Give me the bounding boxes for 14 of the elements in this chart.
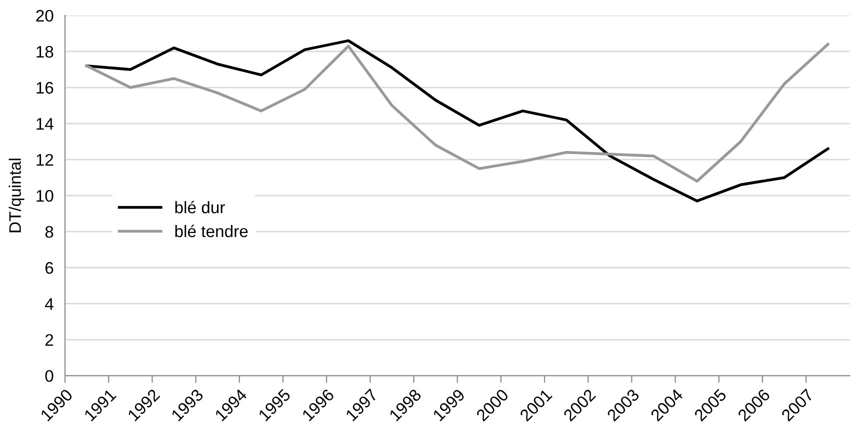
legend-label: blé dur <box>175 200 225 214</box>
y-tick-label: 20 <box>36 10 54 22</box>
y-axis-title: DT/quintal <box>8 158 24 232</box>
y-tick-label: 18 <box>36 46 54 58</box>
legend-label: blé tendre <box>175 224 248 238</box>
y-tick-label: 14 <box>36 118 54 130</box>
y-tick-label: 2 <box>45 334 54 346</box>
y-tick-label: 0 <box>45 370 54 382</box>
y-tick-label: 16 <box>36 82 54 94</box>
y-tick-label: 10 <box>36 190 54 202</box>
y-tick-label: 4 <box>45 298 54 310</box>
y-tick-label: 6 <box>45 262 54 274</box>
y-tick-label: 8 <box>45 226 54 238</box>
y-tick-label: 12 <box>36 154 54 166</box>
